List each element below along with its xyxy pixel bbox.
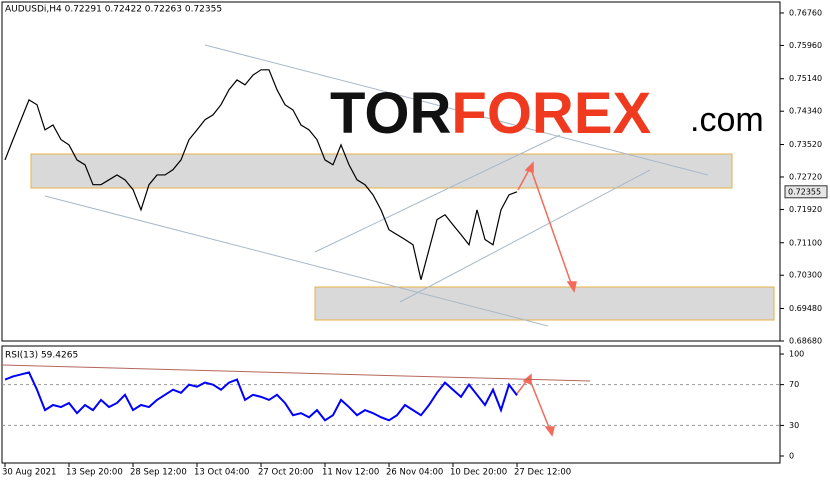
y-tick-label: 0.74340: [789, 107, 822, 116]
x-tick-label: 28 Sep 12:00: [130, 468, 187, 478]
y-tick-label: 30: [789, 421, 799, 430]
logo-suffix: .com: [690, 101, 764, 139]
y-tick-label: 0.72720: [789, 172, 822, 181]
last-price-label: 0.72355: [788, 187, 821, 196]
support-zone: [314, 286, 775, 321]
y-tick-label: 0: [789, 451, 794, 460]
y-tick-label: 0.73520: [789, 140, 822, 149]
x-tick-label: 13 Sep 20:00: [66, 468, 123, 478]
rsi-trendline: [1, 364, 591, 382]
y-tick-label: 100: [789, 350, 804, 359]
rsi-header: RSI(13) 59.4265: [5, 351, 78, 361]
main-pane: [1, 1, 781, 342]
y-tick-label: 0.71100: [789, 238, 822, 247]
y-tick-label: 0.68680: [789, 337, 822, 346]
channel-line: [44, 195, 549, 327]
x-tick-label: 30 Aug 2021: [2, 468, 56, 478]
x-tick-label: 10 Dec 20:00: [450, 468, 507, 478]
y-tick-label: 0.71920: [789, 205, 822, 214]
last-price-tag: [784, 185, 828, 199]
y-tick-label: 0.70300: [789, 271, 822, 280]
y-tick-label: 0.76760: [789, 8, 822, 17]
y-tick-label: 0.75140: [789, 74, 822, 83]
x-tick-label: 11 Nov 12:00: [322, 468, 379, 478]
symbol-header: AUDUSDi,H4 0.72291 0.72422 0.72263 0.723…: [5, 5, 222, 15]
resistance-zone: [30, 153, 733, 189]
channel-line: [399, 169, 651, 303]
rsi-pane: [1, 345, 781, 464]
channel-line: [314, 134, 561, 253]
channel-line: [204, 44, 709, 176]
price-line: [4, 371, 518, 422]
x-tick-label: 27 Dec 12:00: [514, 468, 571, 478]
y-tick-label: 0.69480: [789, 304, 822, 313]
logo: TORFOREX: [330, 81, 652, 146]
x-tick-label: 13 Oct 04:00: [194, 468, 249, 478]
y-tick-label: 0.75960: [789, 41, 822, 50]
price-line: [4, 69, 518, 280]
x-tick-label: 26 Nov 04:00: [386, 468, 443, 478]
y-tick-label: 70: [789, 380, 799, 389]
x-tick-label: 27 Oct 20:00: [258, 468, 313, 478]
